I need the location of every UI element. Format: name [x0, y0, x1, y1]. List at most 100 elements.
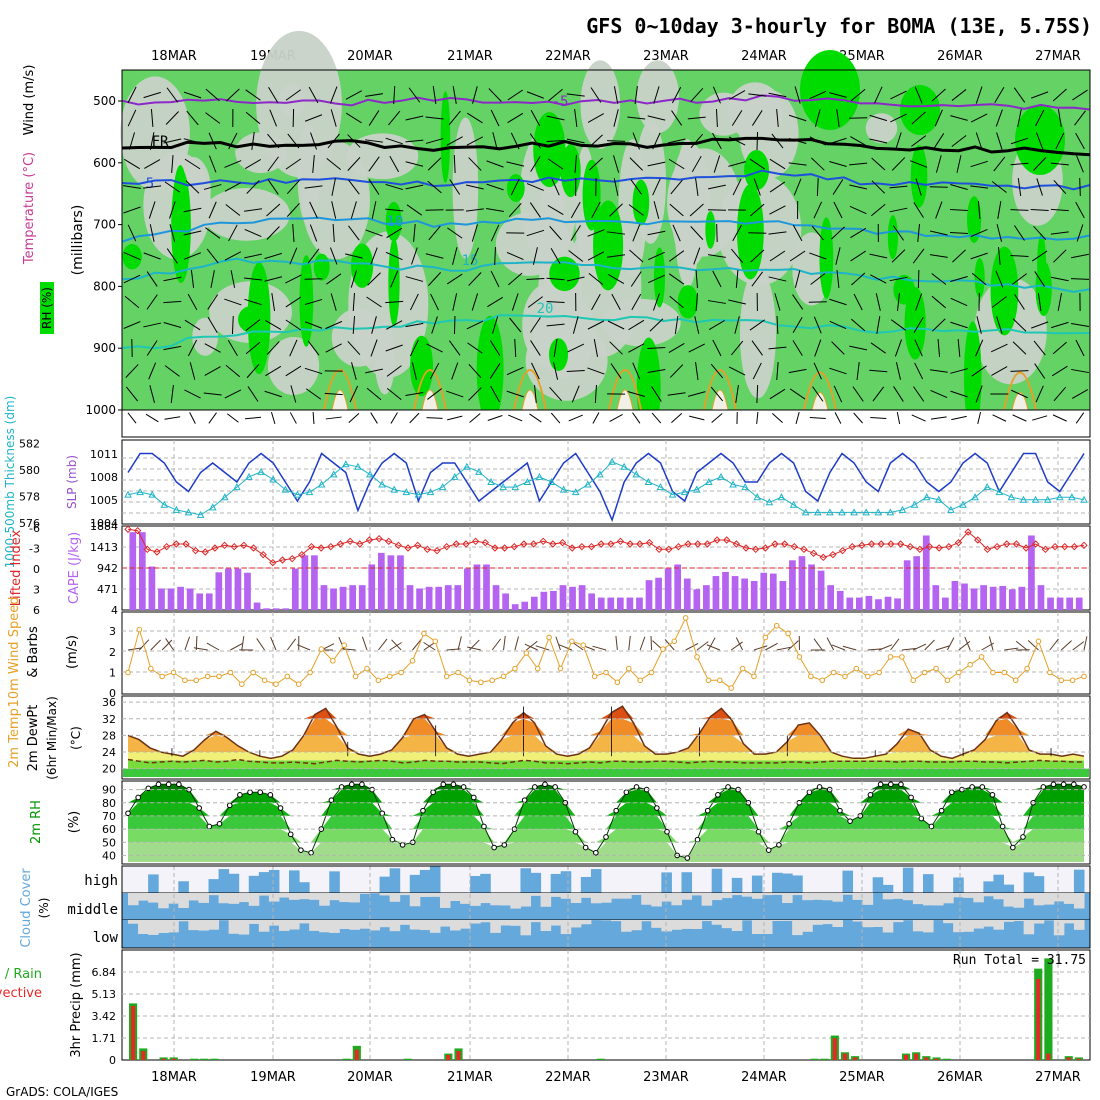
thickness-point	[983, 483, 992, 491]
rh-moist-region	[677, 285, 699, 319]
lifted-index-point	[732, 540, 741, 548]
wind-barb	[149, 224, 155, 242]
cloud-gap	[490, 920, 501, 933]
cape-bar	[741, 578, 748, 610]
wind-barb	[795, 411, 800, 425]
lifted-index-point	[327, 542, 335, 551]
cape-bar	[483, 564, 490, 610]
rh-moist-region	[476, 315, 504, 424]
cloud-gap	[429, 920, 441, 933]
cloud-gap	[943, 893, 954, 904]
lifted-index-point	[626, 540, 634, 548]
cape-tick-label: 942	[97, 562, 118, 575]
cape-bar	[951, 581, 959, 610]
wind-speed-point	[773, 622, 780, 629]
wind-barb	[811, 225, 824, 241]
contour-label: 20	[537, 301, 554, 317]
cloud-gap	[450, 893, 461, 902]
wind-barb	[448, 110, 461, 126]
wind-barb	[696, 641, 709, 651]
thickness-point	[571, 488, 580, 496]
cloud-gap	[399, 920, 411, 925]
rh-point	[430, 789, 436, 796]
warm-core	[1011, 392, 1029, 411]
temperature-tick-label: 32	[102, 713, 116, 726]
wind-barb	[468, 363, 482, 379]
wind-barb	[490, 385, 500, 403]
rh-point	[216, 821, 223, 827]
wind-barb	[467, 342, 483, 354]
cape-bar	[473, 564, 481, 610]
rh-moist-region	[533, 112, 566, 188]
rh-point	[613, 807, 619, 814]
thickness-point	[475, 467, 483, 475]
wind-barb	[1017, 109, 1022, 127]
wind-barb	[549, 225, 562, 241]
slp-tick-label: 1008	[90, 471, 118, 484]
wind-barb	[183, 230, 202, 236]
wind-speed-point	[170, 669, 177, 676]
cloud-gap	[842, 893, 854, 895]
thickness-point	[596, 470, 604, 478]
cloud-gap	[188, 893, 199, 901]
wind-barb	[228, 132, 238, 150]
wind-barb	[329, 247, 338, 265]
cloud-gap	[379, 920, 391, 928]
wind-barb	[991, 181, 1007, 193]
wind-barb	[609, 414, 623, 422]
precip-total-bar	[210, 1058, 219, 1060]
cape-bar	[961, 583, 968, 610]
wind-barb	[689, 415, 705, 421]
wind-barb	[489, 363, 501, 379]
rh-point	[664, 828, 670, 835]
precip-convective-bar	[914, 1053, 919, 1060]
wind-barb	[224, 160, 242, 168]
temperature-contour	[121, 136, 1091, 157]
lifted-index-point	[404, 544, 412, 552]
rh-dry-region	[267, 337, 320, 395]
temperature-line	[127, 705, 1085, 760]
wind-barb	[1075, 132, 1085, 150]
cloud-gap	[289, 920, 300, 930]
wind-barb	[850, 88, 866, 102]
cape-bar	[636, 597, 643, 610]
rh-point	[135, 794, 141, 801]
wind-barb	[371, 201, 377, 219]
cape-bar	[196, 593, 204, 610]
rh-dry-region	[865, 113, 898, 144]
cloud-gap	[933, 893, 944, 906]
cloud-gap	[339, 893, 350, 903]
lifted-index-point	[307, 542, 316, 551]
wind-barb	[753, 178, 761, 196]
wind-barb	[567, 343, 585, 353]
wind-barb	[411, 362, 417, 380]
wind-barb	[992, 414, 1007, 422]
contour-label: 15	[462, 253, 479, 269]
wind-barb	[794, 86, 801, 104]
wind-barb	[123, 274, 141, 284]
wind-barb	[367, 272, 381, 286]
wind-barb	[205, 112, 221, 124]
wind-barb	[271, 293, 276, 311]
wind-barb	[226, 413, 239, 423]
cloud-gap	[198, 920, 210, 931]
cape-bar	[999, 585, 1007, 610]
wind-barb	[834, 412, 842, 424]
wind-barb	[1013, 87, 1026, 103]
thickness-point	[208, 503, 217, 511]
thickness-point	[184, 508, 193, 516]
cloud-gap	[540, 920, 552, 932]
lifted-index-point	[442, 542, 451, 551]
wind-barb	[390, 270, 399, 288]
wind-speed-point	[443, 673, 450, 680]
wind-barb	[1010, 137, 1029, 145]
wind-barb	[524, 643, 538, 651]
wind-barb	[991, 366, 1008, 376]
wind-barb	[535, 645, 550, 651]
cloud-gap	[691, 893, 703, 896]
wind-barb	[447, 415, 463, 421]
thickness-point	[172, 505, 181, 513]
wind-barb	[890, 638, 900, 651]
cloud-level-label: middle	[67, 902, 118, 918]
wind-barb	[1014, 294, 1025, 310]
